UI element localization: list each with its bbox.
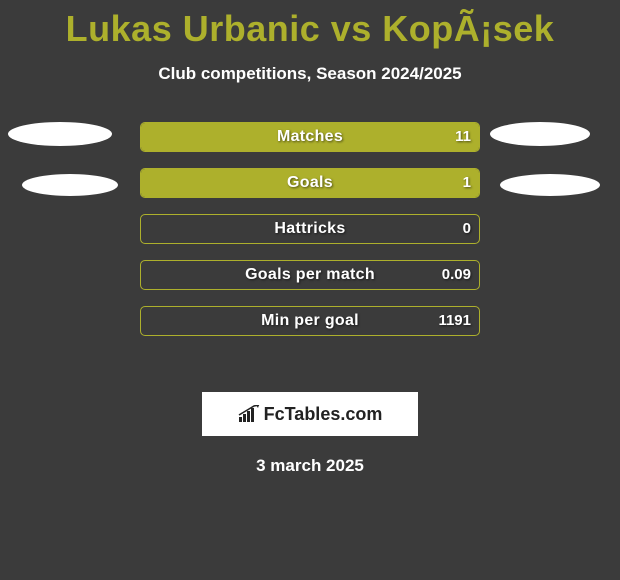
- stat-bar-value: 0.09: [442, 261, 471, 289]
- stat-bar-label: Goals: [141, 169, 479, 197]
- stat-bar: Matches11: [140, 122, 480, 152]
- stat-bar-label: Goals per match: [141, 261, 479, 289]
- stat-bar: Goals1: [140, 168, 480, 198]
- stat-bar-label: Hattricks: [141, 215, 479, 243]
- side-shadow-ellipse: [8, 122, 112, 146]
- stat-bar-value: 1: [463, 169, 471, 197]
- side-shadow-ellipse: [490, 122, 590, 146]
- stat-bar-value: 11: [455, 123, 471, 151]
- date-text: 3 march 2025: [0, 456, 620, 476]
- stat-bar: Min per goal1191: [140, 306, 480, 336]
- page-title: Lukas Urbanic vs KopÃ¡sek: [0, 0, 620, 50]
- stat-bar-label: Min per goal: [141, 307, 479, 335]
- bars-container: Matches11 Goals1 Hattricks0 Goals per match…: [140, 122, 480, 352]
- chart-icon: [238, 405, 260, 423]
- side-shadow-ellipse: [500, 174, 600, 196]
- logo-text: FcTables.com: [264, 404, 383, 425]
- stat-bar: Goals per match0.09: [140, 260, 480, 290]
- side-shadow-ellipse: [22, 174, 118, 196]
- comparison-chart: Matches11 Goals1 Hattricks0 Goals per match…: [0, 122, 620, 372]
- stat-bar-value: 0: [463, 215, 471, 243]
- logo: FcTables.com: [238, 404, 383, 425]
- stat-bar-value: 1191: [438, 307, 471, 335]
- logo-box: FcTables.com: [202, 392, 418, 436]
- stat-bar-label: Matches: [141, 123, 479, 151]
- stat-bar: Hattricks0: [140, 214, 480, 244]
- subtitle: Club competitions, Season 2024/2025: [0, 64, 620, 84]
